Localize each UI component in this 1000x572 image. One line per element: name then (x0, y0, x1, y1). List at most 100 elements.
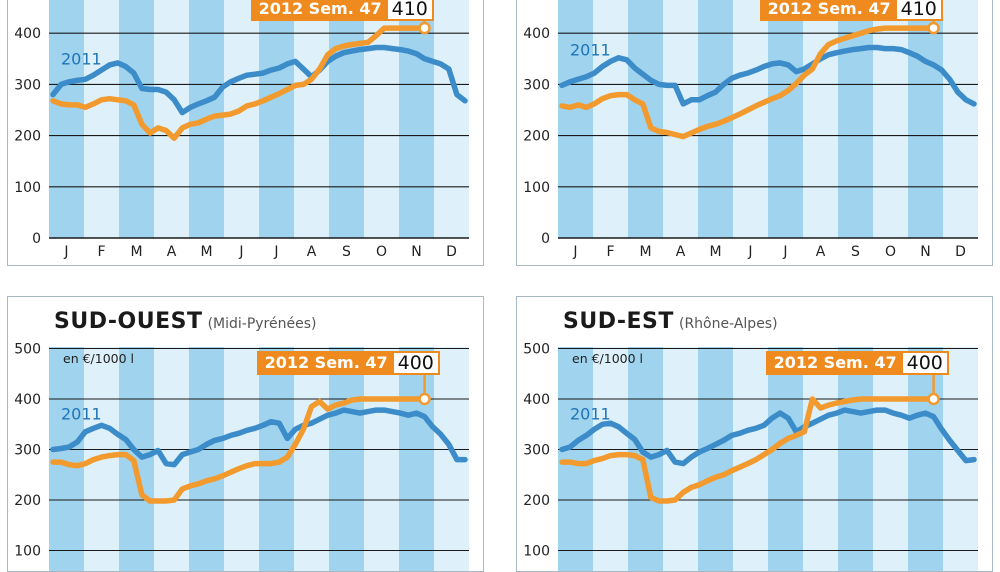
y-tick-label: 400 (14, 392, 41, 408)
month-band (294, 0, 329, 238)
month-band (873, 0, 908, 238)
callout-latest-value: 2012 Sem. 47 400 (256, 351, 440, 375)
chart-title-region: SUD-EST (563, 309, 674, 334)
callout-latest-value: 2012 Sem. 47 410 (759, 0, 943, 21)
x-tick-label: M (200, 244, 212, 260)
y-tick-label: 200 (14, 129, 41, 145)
x-tick-label: J (273, 244, 278, 260)
callout-dot (418, 21, 431, 35)
month-band (943, 0, 978, 238)
month-band (803, 347, 838, 571)
y-tick-label: 0 (32, 231, 41, 247)
series-line-2012 (50, 396, 428, 504)
y-tick-label: 300 (523, 77, 550, 93)
x-tick-label: N (920, 244, 930, 260)
x-tick-label: F (97, 244, 105, 260)
unit-label: en €/1000 l (572, 351, 644, 366)
month-band (733, 0, 768, 238)
series-line-2011 (559, 44, 977, 107)
month-band (119, 0, 154, 238)
month-band (733, 347, 768, 571)
x-tick-label: S (851, 244, 860, 260)
month-band (364, 0, 399, 238)
series-line-2011 (559, 407, 977, 467)
month-band (663, 347, 698, 571)
chart-title: SUD-EST (Rhône-Alpes) (563, 309, 778, 334)
chart-svg: 0 100 200 300 400 J F M A M J J A S O N D 2011 (523, 0, 978, 260)
month-band (259, 347, 294, 571)
month-band (558, 347, 593, 571)
month-band (698, 347, 733, 571)
y-tick-label: 200 (523, 493, 550, 509)
x-tick-label: F (606, 244, 614, 260)
month-band (189, 347, 224, 571)
month-band (803, 0, 838, 238)
month-band (119, 347, 154, 571)
y-tick-label: 500 (523, 342, 550, 358)
callout-value: 400 (393, 353, 438, 373)
month-band (593, 0, 628, 238)
x-tick-label: D (446, 244, 457, 260)
month-band (434, 0, 469, 238)
y-tick-label: 200 (523, 129, 550, 145)
x-tick-label: J (572, 244, 577, 260)
callout-value: 410 (896, 0, 941, 19)
month-band (399, 347, 434, 571)
month-band (628, 347, 663, 571)
x-tick-label: A (816, 244, 826, 260)
chart-subtitle: (Rhône-Alpes) (678, 316, 778, 332)
callout-label: 2012 Sem. 47 (258, 353, 394, 373)
unit-label: en €/1000 l (63, 351, 135, 366)
month-band (84, 0, 119, 238)
y-tick-label: 300 (14, 443, 41, 459)
x-tick-label: M (130, 244, 142, 260)
callout-dot (927, 21, 940, 35)
chart-panel-top-left: 0 100 200 300 400 J F M A M J J A S O N D 2011 2012 Sem. 4… (7, 0, 484, 266)
y-tick-label: 0 (541, 231, 550, 247)
month-band (224, 0, 259, 238)
y-tick-label: 400 (14, 26, 41, 42)
chart-panel-top-right: 0 100 200 300 400 J F M A M J J A S O N D 2011 2012 Sem. 4… (516, 0, 993, 266)
y-tick-label: 200 (14, 493, 41, 509)
y-tick-label: 500 (14, 342, 41, 358)
x-tick-label: A (307, 244, 317, 260)
x-tick-label: J (747, 244, 752, 260)
callout-value: 410 (387, 0, 432, 19)
y-tick-label: 300 (523, 443, 550, 459)
legend-2011: 2011 (570, 405, 611, 424)
x-tick-label: O (376, 244, 387, 260)
legend-2011: 2011 (570, 40, 611, 59)
callout-label: 2012 Sem. 47 (767, 353, 903, 373)
series-line-2012 (559, 396, 937, 504)
chart-title-region: SUD-OUEST (54, 309, 203, 334)
month-band (768, 347, 803, 571)
month-band (154, 347, 189, 571)
chart-svg: 100 200 300 400 500 2011 (14, 342, 469, 571)
x-tick-label: J (782, 244, 787, 260)
x-tick-label: S (342, 244, 351, 260)
month-band (49, 0, 84, 238)
callout-dot (418, 392, 431, 406)
callout-value: 400 (902, 353, 947, 373)
x-tick-label: D (955, 244, 966, 260)
x-tick-label: O (885, 244, 896, 260)
callout-latest-value: 2012 Sem. 47 400 (765, 351, 949, 375)
y-tick-label: 100 (14, 544, 41, 560)
chart-panel-sud-est: 100 200 300 400 500 2011 2012 Sem. 47 400 SUD-ES… (516, 296, 993, 572)
callout-latest-value: 2012 Sem. 47 410 (250, 0, 434, 21)
month-band (399, 0, 434, 238)
x-tick-label: N (411, 244, 421, 260)
month-band (873, 347, 908, 571)
x-tick-label: A (167, 244, 177, 260)
y-tick-label: 100 (523, 180, 550, 196)
series-line-2012 (50, 25, 428, 141)
callout-dot (927, 392, 940, 406)
legend-2011: 2011 (61, 50, 102, 69)
chart-svg: 100 200 300 400 500 2011 (523, 342, 978, 571)
y-tick-label: 100 (14, 180, 41, 196)
month-band (294, 347, 329, 571)
y-tick-label: 300 (14, 77, 41, 93)
y-tick-label: 100 (523, 544, 550, 560)
x-tick-label: M (709, 244, 721, 260)
chart-title: SUD-OUEST (Midi-Pyrénées) (54, 309, 316, 334)
